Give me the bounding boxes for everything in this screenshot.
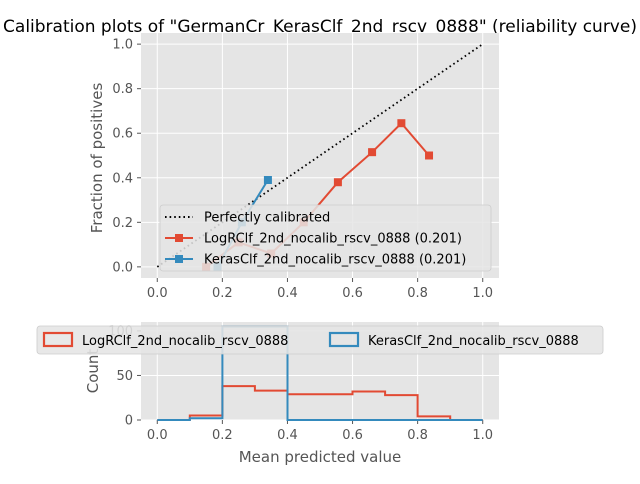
legend-label-hist-logrclf: LogRClf_2nd_nocalib_rscv_0888	[82, 334, 288, 349]
reliability-y-ticks: 0.0 0.2 0.4 0.6 0.8 1.0	[112, 38, 141, 275]
histogram-panel: 0.00.20.40.60.81.0 050100 Count Mean pre…	[36, 322, 604, 466]
reliability-x-tick-label: 0.4	[277, 286, 298, 301]
reliability-x-tick-label: 0.2	[212, 286, 233, 301]
data-point-logrclf	[333, 178, 342, 187]
histogram-y-tick-label: 50	[116, 369, 133, 384]
histogram-x-tick-label: 0.0	[147, 428, 168, 443]
histogram-x-tick-label: 0.6	[342, 428, 363, 443]
reliability-x-ticks: 0.0 0.2 0.4 0.6 0.8 1.0	[147, 278, 493, 301]
histogram-x-axis-label: Mean predicted value	[239, 448, 402, 466]
legend-label-perfectly-calibrated: Perfectly calibrated	[204, 211, 330, 226]
reliability-y-tick-label: 0.2	[112, 216, 133, 231]
reliability-legend-box	[159, 204, 492, 272]
legend-marker-logrclf	[175, 234, 183, 242]
reliability-y-tick-label: 0.4	[112, 171, 133, 186]
histogram-x-tick-label: 0.2	[212, 428, 233, 443]
histogram-y-axis-label: Count	[84, 349, 102, 394]
reliability-y-axis-label: Fraction of positives	[88, 83, 106, 234]
legend-label-hist-kerasclf: KerasClf_2nd_nocalib_rscv_0888	[368, 334, 579, 349]
histogram-x-tick-label: 1.0	[472, 428, 493, 443]
legend-label-kerasclf: KerasClf_2nd_nocalib_rscv_0888 (0.201)	[204, 253, 466, 268]
data-point-logrclf	[425, 151, 434, 160]
reliability-y-tick-label: 1.0	[112, 38, 133, 53]
histogram-x-ticks: 0.0 0.2 0.4 0.6 0.8 1.0	[147, 420, 493, 443]
reliability-y-tick-label: 0.6	[112, 127, 133, 142]
data-point-logrclf	[397, 119, 406, 128]
histogram-step-kerasclf	[157, 325, 483, 421]
histogram-x-tick-label: 0.4	[277, 428, 298, 443]
legend-swatch-hist-kerasclf	[328, 331, 360, 348]
reliability-x-tick-label: 0.0	[147, 286, 168, 301]
reliability-x-tick-label: 0.6	[342, 286, 363, 301]
data-point-kerasclf	[263, 176, 272, 184]
histogram-y-tick-label: 0	[125, 414, 133, 429]
legend-swatch-hist-logrclf	[42, 331, 74, 348]
histogram-series	[157, 325, 483, 421]
histogram-x-tick-label: 0.8	[407, 428, 428, 443]
reliability-x-tick-label: 0.8	[407, 286, 428, 301]
data-point-logrclf	[368, 148, 377, 157]
reliability-y-tick-label: 0.8	[112, 82, 133, 97]
histogram-legend: LogRClf_2nd_nocalib_rscv_0888 KerasClf_2n…	[36, 325, 604, 355]
legend-marker-kerasclf	[175, 255, 183, 263]
reliability-y-tick-label: 0.0	[112, 260, 133, 275]
histogram-legend-box	[36, 325, 604, 355]
reliability-legend: Perfectly calibrated LogRClf_2nd_nocalib_…	[159, 204, 492, 272]
legend-label-logrclf: LogRClf_2nd_nocalib_rscv_0888 (0.201)	[204, 232, 462, 247]
reliability-panel: 0.0 0.2 0.4 0.6 0.8 1.0 0.0 0.2 0.4 0.6 0.8 1.0 Fr…	[88, 33, 499, 301]
reliability-x-tick-label: 1.0	[472, 286, 493, 301]
chart-title: Calibration plots of "GermanCr_KerasClf_…	[3, 17, 637, 37]
